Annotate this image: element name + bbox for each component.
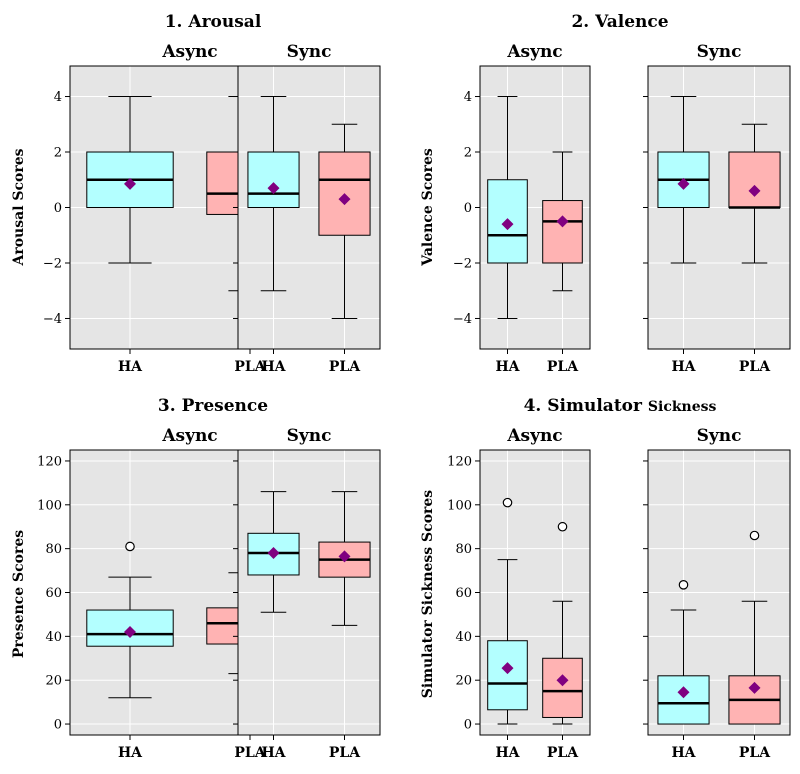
y-tick-label: −2 <box>43 256 62 271</box>
panel-sync: Sync HA PLA <box>643 426 790 761</box>
outlier-point <box>126 542 134 550</box>
outlier-point <box>750 531 758 539</box>
panel-title: Async <box>161 42 217 62</box>
outlier-point <box>679 581 687 589</box>
y-tick-label: 40 <box>45 630 62 645</box>
y-tick-label: 120 <box>447 454 472 469</box>
y-tick-label: 2 <box>464 146 472 161</box>
figure-title: 2. Valence <box>571 12 668 32</box>
y-tick-label: 60 <box>455 586 472 601</box>
y-tick-label: 80 <box>455 542 472 557</box>
y-tick-label: −2 <box>453 256 472 271</box>
panel-title: Sync <box>287 426 332 446</box>
figure-2: 2. Valence Valence Scores Async −4 −2 0 2 4 HA PL… <box>420 12 790 375</box>
y-tick-label: 0 <box>54 718 62 733</box>
y-tick-label: −4 <box>43 312 62 327</box>
iqr-box <box>488 641 528 710</box>
y-tick-label: 20 <box>455 674 472 689</box>
x-tick-label-pla: PLA <box>739 745 771 761</box>
outlier-point <box>503 498 511 506</box>
x-tick-label-pla: PLA <box>547 359 579 375</box>
x-tick-label-ha: HA <box>118 359 143 375</box>
figure-4: 4. Simulator Sickness Simulator Sickness … <box>420 396 790 761</box>
panel-async: Async −4 −2 0 2 4 HA PLA <box>453 42 590 375</box>
y-tick-label: 4 <box>464 90 472 105</box>
y-tick-label: 60 <box>45 586 62 601</box>
figure-title-main: 4. Simulator <box>524 396 648 416</box>
figure-title: 4. Simulator Sickness <box>524 396 717 416</box>
x-tick-label-ha: HA <box>261 745 286 761</box>
y-axis-label: Valence Scores <box>420 148 436 267</box>
figure-3: 3. Presence Presence Scores Async 0 20 40 60 80… <box>11 396 380 761</box>
panel-title: Sync <box>697 426 742 446</box>
figure-title: 1. Arousal <box>165 12 262 32</box>
y-tick-label: 2 <box>54 146 62 161</box>
x-tick-label-ha: HA <box>671 359 696 375</box>
x-tick-label-ha: HA <box>495 359 520 375</box>
x-tick-label-pla: PLA <box>547 745 579 761</box>
x-tick-label-ha: HA <box>671 745 696 761</box>
y-tick-label: 80 <box>45 542 62 557</box>
iqr-box <box>658 676 709 724</box>
panel-title: Async <box>161 426 217 446</box>
y-tick-label: 0 <box>464 201 472 216</box>
outlier-point <box>558 523 566 531</box>
x-tick-label-ha: HA <box>495 745 520 761</box>
x-tick-label-ha: HA <box>118 745 143 761</box>
iqr-box <box>729 152 780 207</box>
y-axis-label: Presence Scores <box>11 530 27 658</box>
x-tick-label-pla: PLA <box>329 745 361 761</box>
figure-1: 1. Arousal Arousal Scores Async −4 −2 0 2 4 HA PL… <box>11 12 380 375</box>
y-axis-label: Arousal Scores <box>11 148 27 266</box>
panel-sync: Sync HA PLA <box>233 42 380 375</box>
y-tick-label: 100 <box>447 498 472 513</box>
panel-async: Async 0 20 40 60 80 100 120 HA PLA <box>447 426 590 761</box>
panel-sync: Sync HA PLA <box>233 426 380 761</box>
y-tick-label: −4 <box>453 312 472 327</box>
panel-title: Sync <box>287 42 332 62</box>
y-tick-label: 40 <box>455 630 472 645</box>
panel-sync: Sync HA PLA <box>643 42 790 375</box>
y-tick-label: 20 <box>45 674 62 689</box>
iqr-box <box>543 658 583 717</box>
figure-title-suffix: Sickness <box>648 399 717 415</box>
panel-title: Sync <box>697 42 742 62</box>
x-tick-label-ha: HA <box>261 359 286 375</box>
box-plot-figure: 1. Arousal Arousal Scores Async −4 −2 0 2 4 HA PL… <box>0 0 800 770</box>
y-tick-label: 0 <box>54 201 62 216</box>
y-tick-label: 4 <box>54 90 62 105</box>
iqr-box <box>248 152 299 207</box>
iqr-box <box>543 201 583 263</box>
x-tick-label-pla: PLA <box>739 359 771 375</box>
panel-title: Async <box>506 42 562 62</box>
y-tick-label: 120 <box>37 454 62 469</box>
x-tick-label-pla: PLA <box>329 359 361 375</box>
panel-title: Async <box>506 426 562 446</box>
y-tick-label: 0 <box>464 718 472 733</box>
y-axis-label: Simulator Sickness Scores <box>420 490 436 698</box>
figure-title: 3. Presence <box>158 396 268 416</box>
y-tick-label: 100 <box>37 498 62 513</box>
